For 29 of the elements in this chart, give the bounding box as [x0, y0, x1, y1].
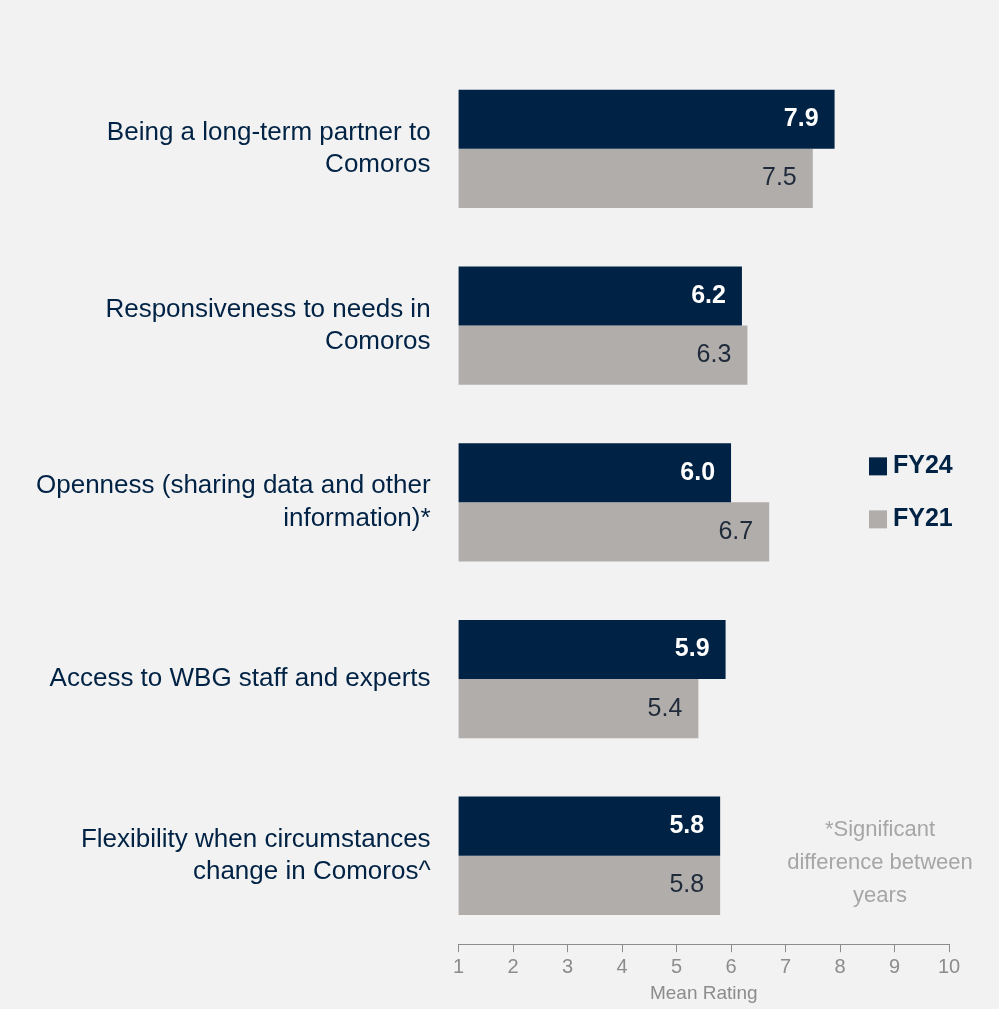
annotation: *Significant difference between years [787, 816, 973, 908]
x-tick-label: 2 [507, 954, 519, 977]
x-tick-label: 9 [888, 954, 901, 977]
legend-label: FY24 [893, 450, 953, 479]
data-label: 6.2 [691, 279, 726, 308]
data-label: 6.3 [696, 339, 732, 368]
data-label: 5.8 [669, 869, 705, 898]
x-tick-label: 1 [453, 954, 465, 977]
x-axis-title: Mean Rating [649, 981, 758, 1003]
x-tick-label: 10 [937, 954, 961, 977]
data-label: 5.4 [647, 692, 683, 721]
y-tick-label: Being a long-term partner to Comoros [106, 115, 431, 179]
data-label: 6.7 [718, 515, 754, 544]
legend-label: FY21 [893, 503, 953, 532]
x-tick-label: 6 [725, 954, 737, 977]
y-tick-label: Openness (sharing data and other information)* [35, 469, 431, 532]
data-label: 5.9 [674, 633, 710, 662]
y-tick-label: Access to WBG staff and experts [49, 662, 431, 693]
x-tick-label: 5 [670, 954, 683, 977]
data-label: 7.9 [783, 103, 819, 132]
x-tick-label: 3 [562, 954, 574, 977]
x-tick-label: 8 [834, 954, 846, 977]
x-tick-label: 4 [616, 954, 628, 977]
data-label: 5.8 [669, 810, 705, 839]
data-label: 7.5 [762, 162, 797, 191]
y-tick-label: Responsiveness to needs in Comoros [105, 292, 431, 356]
y-tick-label: Flexibility when circumstances change in Comoros^ [80, 822, 432, 886]
data-label: 6.0 [680, 456, 716, 485]
x-tick-label: 7 [779, 954, 792, 977]
